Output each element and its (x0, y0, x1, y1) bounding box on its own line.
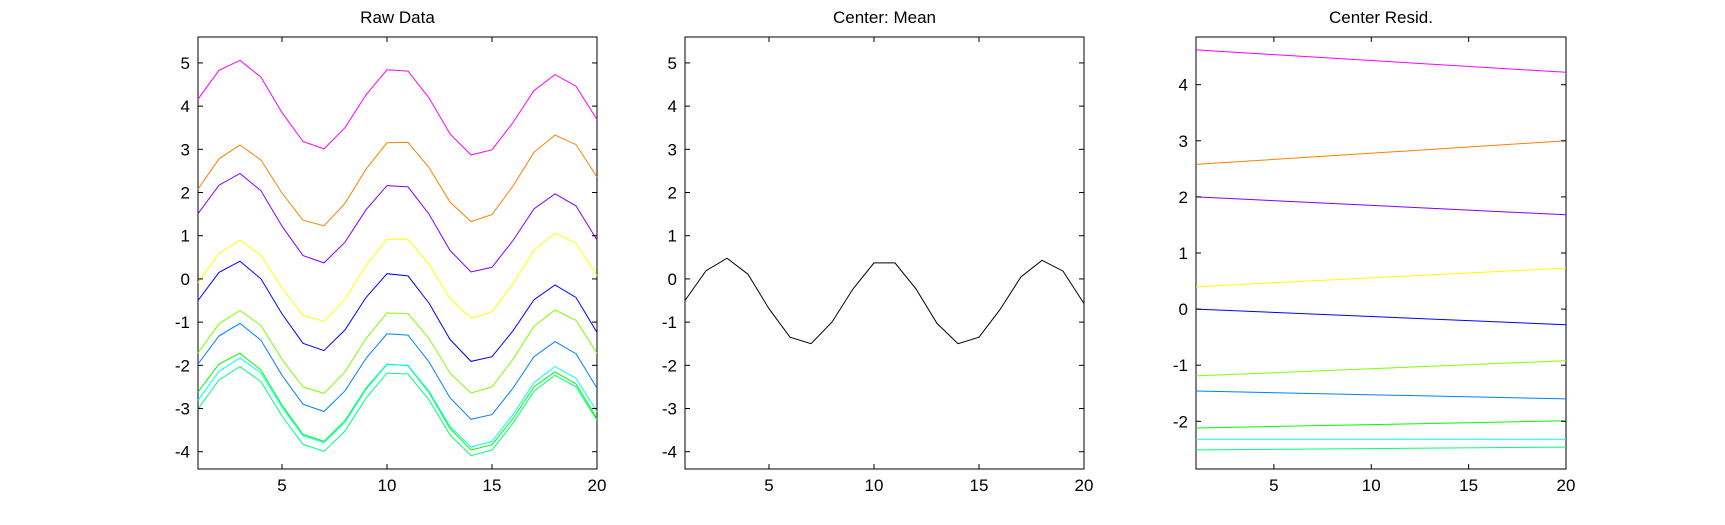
center-mean-x-tick-label: 10 (865, 476, 884, 495)
raw-data-series-line-9 (197, 357, 598, 448)
center-mean-y-tick-label: 4 (668, 97, 677, 116)
center-resid-ticks: 5 10 15 20 -2 -1 0 1 2 3 4 (1173, 37, 1576, 495)
center-resid-series-line-3 (1195, 196, 1567, 216)
raw-data-x-tick-label: 5 (277, 476, 286, 495)
center-resid-series-line-10 (1195, 446, 1567, 451)
center-mean-lines (684, 257, 1085, 345)
center-resid-series-line-4 (1195, 267, 1567, 288)
center-resid-title: Center Resid. (1329, 8, 1433, 27)
center-mean-ticks: 5 10 15 20 -4 -3 -2 -1 0 1 2 3 4 5 (662, 37, 1094, 495)
raw-data-lines (197, 59, 598, 457)
center-resid-y-tick-label: 2 (1179, 188, 1188, 207)
raw-data-y-tick-label: -1 (175, 313, 190, 332)
raw-data-y-tick-label: 0 (181, 270, 190, 289)
center-resid-y-tick-label: 3 (1179, 132, 1188, 151)
raw-data-x-tick-label: 10 (378, 476, 397, 495)
center-mean-axes (684, 36, 1085, 470)
raw-data-series-line-1 (197, 59, 598, 156)
center-mean-y-tick-label: 3 (668, 140, 677, 159)
raw-data-y-tick-label: 2 (181, 184, 190, 203)
center-mean-y-tick-label: 2 (668, 184, 677, 203)
center-mean-y-tick-label: -1 (662, 313, 677, 332)
center-resid-series-line-8 (1195, 420, 1567, 429)
raw-data-y-tick-label: 4 (181, 97, 190, 116)
raw-data-series-line-4 (197, 232, 598, 322)
center-resid-y-tick-label: 4 (1179, 76, 1188, 95)
center-mean-title: Center: Mean (833, 8, 936, 27)
raw-data-series-line-5 (197, 260, 598, 362)
center-resid-series-line-5 (1195, 308, 1567, 326)
center-mean-y-tick-label: -2 (662, 356, 677, 375)
raw-data-y-tick-label: -3 (175, 400, 190, 419)
center-resid-y-tick-label: -1 (1173, 356, 1188, 375)
center-resid-axes (1195, 36, 1567, 470)
raw-data-series-line-2 (197, 134, 598, 227)
raw-data-series-line-6 (197, 309, 598, 394)
raw-data-x-tick-label: 20 (588, 476, 607, 495)
center-resid-x-tick-label: 15 (1459, 476, 1478, 495)
center-resid-y-tick-label: 1 (1179, 244, 1188, 263)
center-resid-panel: Center Resid. 5 10 15 20 -2 -1 0 1 2 3 4 (1173, 8, 1576, 495)
center-resid-x-tick-label: 20 (1557, 476, 1576, 495)
center-mean-x-tick-label: 5 (764, 476, 773, 495)
center-mean-y-tick-label: 5 (668, 54, 677, 73)
raw-data-y-tick-label: 1 (181, 227, 190, 246)
raw-data-y-tick-label: 3 (181, 140, 190, 159)
center-mean-panel: Center: Mean 5 10 15 20 -4 -3 -2 -1 0 1 2 3 4 5 (662, 8, 1094, 495)
raw-data-y-tick-label: 5 (181, 54, 190, 73)
raw-data-y-tick-label: -2 (175, 356, 190, 375)
raw-data-x-tick-label: 15 (483, 476, 502, 495)
center-resid-y-tick-label: -2 (1173, 412, 1188, 431)
center-resid-y-tick-label: 0 (1179, 300, 1188, 319)
center-resid-series-line-7 (1195, 390, 1567, 400)
center-mean-y-tick-label: 1 (668, 227, 677, 246)
raw-data-title: Raw Data (360, 8, 435, 27)
center-resid-lines (1195, 49, 1567, 451)
center-mean-y-tick-label: -3 (662, 400, 677, 419)
raw-data-ticks: 5 10 15 20 -4 -3 -2 -1 0 1 2 3 4 5 (175, 37, 607, 495)
raw-data-series-line-7 (197, 322, 598, 420)
raw-data-y-tick-label: -4 (175, 443, 190, 462)
center-mean-series-line-1 (684, 257, 1085, 345)
center-resid-series-line-1 (1195, 49, 1567, 73)
center-resid-series-line-6 (1195, 360, 1567, 377)
raw-data-series-line-10 (197, 365, 598, 457)
center-resid-x-tick-label: 10 (1362, 476, 1381, 495)
center-mean-x-tick-label: 15 (970, 476, 989, 495)
center-resid-series-line-2 (1195, 140, 1567, 165)
center-mean-x-tick-label: 20 (1075, 476, 1094, 495)
raw-data-series-line-3 (197, 172, 598, 273)
raw-data-panel: Raw Data 5 10 15 20 -4 -3 -2 -1 0 1 2 3 4 5 (175, 8, 607, 495)
center-resid-x-tick-label: 5 (1269, 476, 1278, 495)
center-mean-y-tick-label: -4 (662, 443, 677, 462)
center-mean-y-tick-label: 0 (668, 270, 677, 289)
